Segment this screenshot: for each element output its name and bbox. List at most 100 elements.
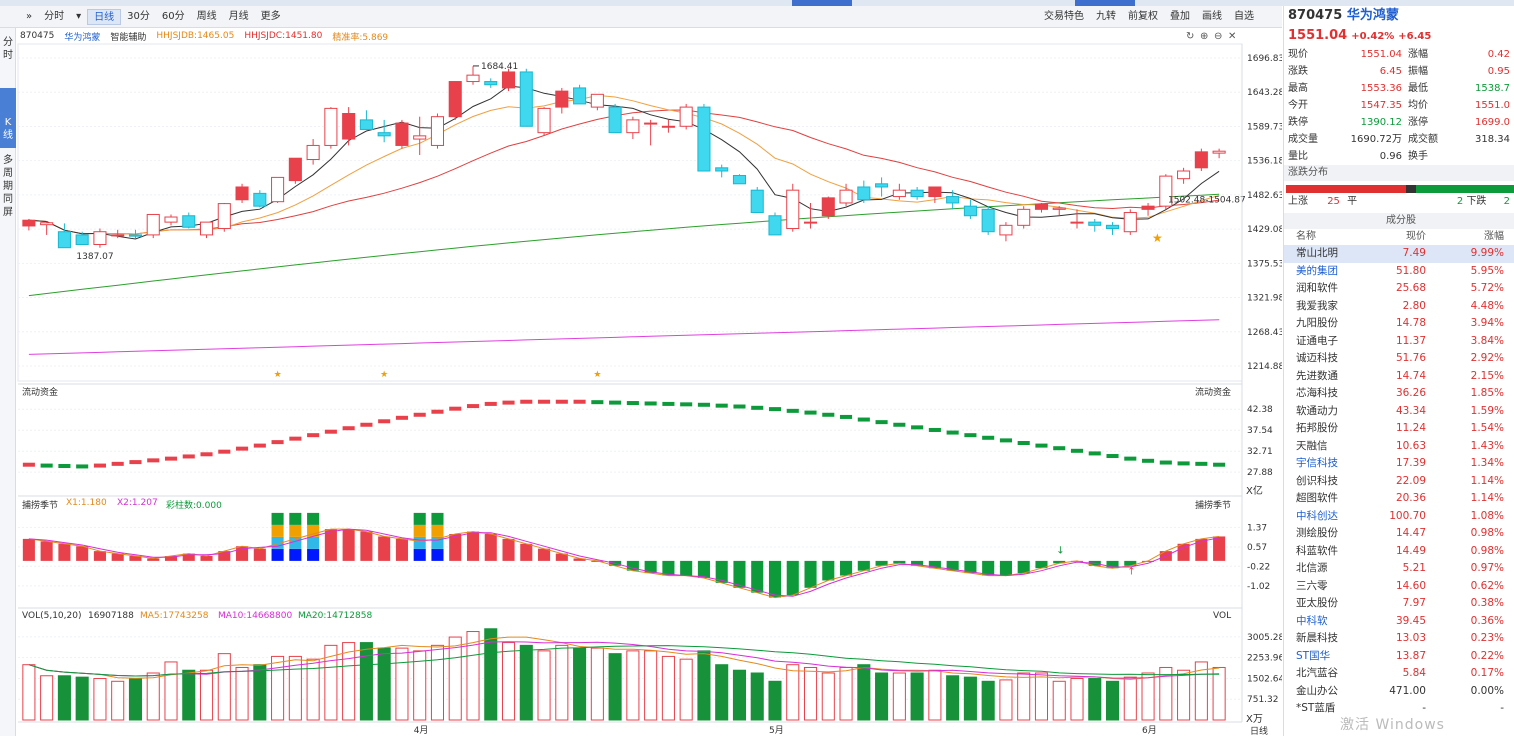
trade-feature-button[interactable]: 交易特色	[1044, 10, 1084, 22]
expand-icon[interactable]: »	[26, 10, 33, 22]
vol-bar	[448, 636, 462, 721]
cf-row[interactable]: 创识科技 22.09 1.14%	[1284, 473, 1514, 491]
fund-tick: 42.38	[1247, 405, 1273, 415]
fund-bar	[58, 464, 71, 469]
cf-row[interactable]: 金山办公 471.00 0.00%	[1284, 683, 1514, 701]
tab-30min[interactable]: 30分	[127, 10, 150, 22]
cf-row[interactable]: 我爱我家 2.80 4.48%	[1284, 298, 1514, 316]
vol-bar	[395, 647, 409, 721]
cf-row[interactable]: 天融信 10.63 1.43%	[1284, 438, 1514, 456]
vol-bar	[324, 644, 338, 721]
cf-row[interactable]: 新晨科技 13.03 0.23%	[1284, 630, 1514, 648]
tab-monthly[interactable]: 月线	[228, 10, 249, 22]
overlay-button[interactable]: 叠加	[1170, 10, 1190, 22]
kline-chart[interactable]: 1696.83 1643.28 1589.73 1536.18 1482.63 1429.…	[0, 0, 1282, 736]
catch-x2-line	[28, 528, 1220, 597]
cf-row[interactable]: 北信源 5.21 0.97%	[1284, 560, 1514, 578]
watchlist-button[interactable]: 自选	[1234, 10, 1254, 22]
catch-colored-bar	[413, 524, 426, 537]
sidebar-item-multi[interactable]: 多周期同屏	[3, 155, 13, 218]
vol-bar	[1017, 672, 1031, 721]
tab-more[interactable]: 更多	[260, 10, 281, 22]
vol-bar	[537, 650, 551, 721]
catch-bar	[538, 548, 551, 561]
cf-row[interactable]: 常山北明 7.49 9.99%	[1284, 245, 1514, 263]
dropdown-arrow-icon[interactable]: ▾	[76, 10, 82, 22]
cf-row[interactable]: 拓邦股份 11.24 1.54%	[1284, 420, 1514, 438]
panel-control-icon: ✕	[1228, 31, 1236, 42]
vol-bar	[644, 650, 658, 721]
vol-bar	[1194, 661, 1208, 721]
nine-turn-button[interactable]: 九转	[1096, 10, 1116, 22]
vol-bar	[750, 672, 764, 721]
tab-60min[interactable]: 60分	[161, 10, 185, 22]
fund-bar	[1213, 462, 1226, 467]
cf-change: -	[1500, 702, 1504, 714]
assist-label[interactable]: 智能辅助	[110, 32, 147, 43]
vol-bar	[768, 680, 782, 721]
cf-row[interactable]: 诚迈科技 51.76 2.92%	[1284, 350, 1514, 368]
cf-row[interactable]: 北汽蓝谷 5.84 0.17%	[1284, 665, 1514, 683]
draw-line-button[interactable]: 画线	[1202, 10, 1222, 22]
cf-change: 0.97%	[1470, 562, 1504, 574]
tab-weekly[interactable]: 周线	[196, 10, 217, 22]
ma-label-2: HHJSJDC:1451.80	[244, 31, 323, 41]
cf-row[interactable]: ST国华 13.87 0.22%	[1284, 648, 1514, 666]
cf-row[interactable]: 超图软件 20.36 1.14%	[1284, 490, 1514, 508]
cf-row[interactable]: 美的集团 51.80 5.95%	[1284, 263, 1514, 281]
quote-table: 现价 1551.04 涨幅 0.42 涨跌 6.45 振幅 0.95 最高 1553.36 最低 15…	[1284, 46, 1514, 165]
candle-body	[111, 234, 125, 237]
vol-bar	[466, 631, 480, 721]
cf-price: 39.45	[1395, 614, 1426, 627]
cf-row[interactable]: 证通电子 11.37 3.84%	[1284, 333, 1514, 351]
cf-row[interactable]: 三六零 14.60 0.62%	[1284, 578, 1514, 596]
cf-name: 拓邦股份	[1296, 422, 1338, 434]
cf-row[interactable]: *ST蓝盾 - -	[1284, 700, 1514, 718]
candle-body	[75, 234, 89, 245]
cf-name: 九阳股份	[1296, 317, 1338, 329]
lo-label: 1387.07	[76, 252, 113, 262]
cf-row[interactable]: 中科软 39.45 0.36%	[1284, 613, 1514, 631]
stock-name[interactable]: 华为鸿蒙	[64, 32, 101, 43]
cf-row[interactable]: 芯海科技 36.26 1.85%	[1284, 385, 1514, 403]
cf-row[interactable]: 软通动力 43.34 1.59%	[1284, 403, 1514, 421]
tab-fenshi[interactable]: 分时	[44, 10, 65, 22]
fund-bar	[449, 406, 462, 411]
restore-right-button[interactable]: 前复权	[1128, 10, 1158, 22]
price-tick: 1536.18	[1247, 157, 1282, 167]
cf-row[interactable]: 九阳股份 14.78 3.94%	[1284, 315, 1514, 333]
cf-row[interactable]: 宇信科技 17.39 1.34%	[1284, 455, 1514, 473]
fund-bar	[360, 422, 373, 427]
cf-row[interactable]: 亚太股份 7.97 0.38%	[1284, 595, 1514, 613]
catch-x1: X1:1.180	[66, 498, 107, 508]
catch-bar	[1106, 560, 1119, 569]
quote-row: 涨跌 6.45 振幅 0.95	[1284, 63, 1514, 80]
cf-row[interactable]: 中科创达 100.70 1.08%	[1284, 508, 1514, 526]
sidebar-item-fenshi[interactable]: 分时	[3, 37, 13, 61]
catch-bar	[804, 560, 817, 588]
cf-row[interactable]: 科蓝软件 14.49 0.98%	[1284, 543, 1514, 561]
vol-bar	[430, 644, 445, 721]
catch-bar	[1124, 560, 1137, 566]
quote-value: 1553.36	[1360, 83, 1402, 94]
vol-bar	[875, 672, 889, 721]
fund-bar	[395, 415, 408, 420]
cf-name: 诚迈科技	[1296, 352, 1338, 364]
quote-row: 量比 0.96 换手	[1284, 148, 1514, 165]
vol-bar	[519, 644, 533, 721]
cf-title: 成分股	[1284, 213, 1514, 229]
cf-row[interactable]: 先进数通 14.74 2.15%	[1284, 368, 1514, 386]
candle-body	[413, 135, 427, 140]
cf-price: 7.97	[1402, 597, 1426, 609]
catch-colored-bar	[431, 548, 444, 561]
candle-body-fill	[342, 113, 355, 140]
vol-bar	[679, 658, 693, 721]
cf-change: 1.54%	[1470, 422, 1504, 434]
cf-row[interactable]: 测绘股份 14.47 0.98%	[1284, 525, 1514, 543]
tab-daily[interactable]: 日线	[87, 8, 122, 25]
cf-name: 美的集团	[1296, 264, 1338, 277]
cf-price: 25.68	[1395, 282, 1426, 294]
cf-row[interactable]: 润和软件 25.68 5.72%	[1284, 280, 1514, 298]
fund-bar	[1177, 461, 1190, 466]
sidebar-item-kline[interactable]: K线	[0, 88, 16, 148]
